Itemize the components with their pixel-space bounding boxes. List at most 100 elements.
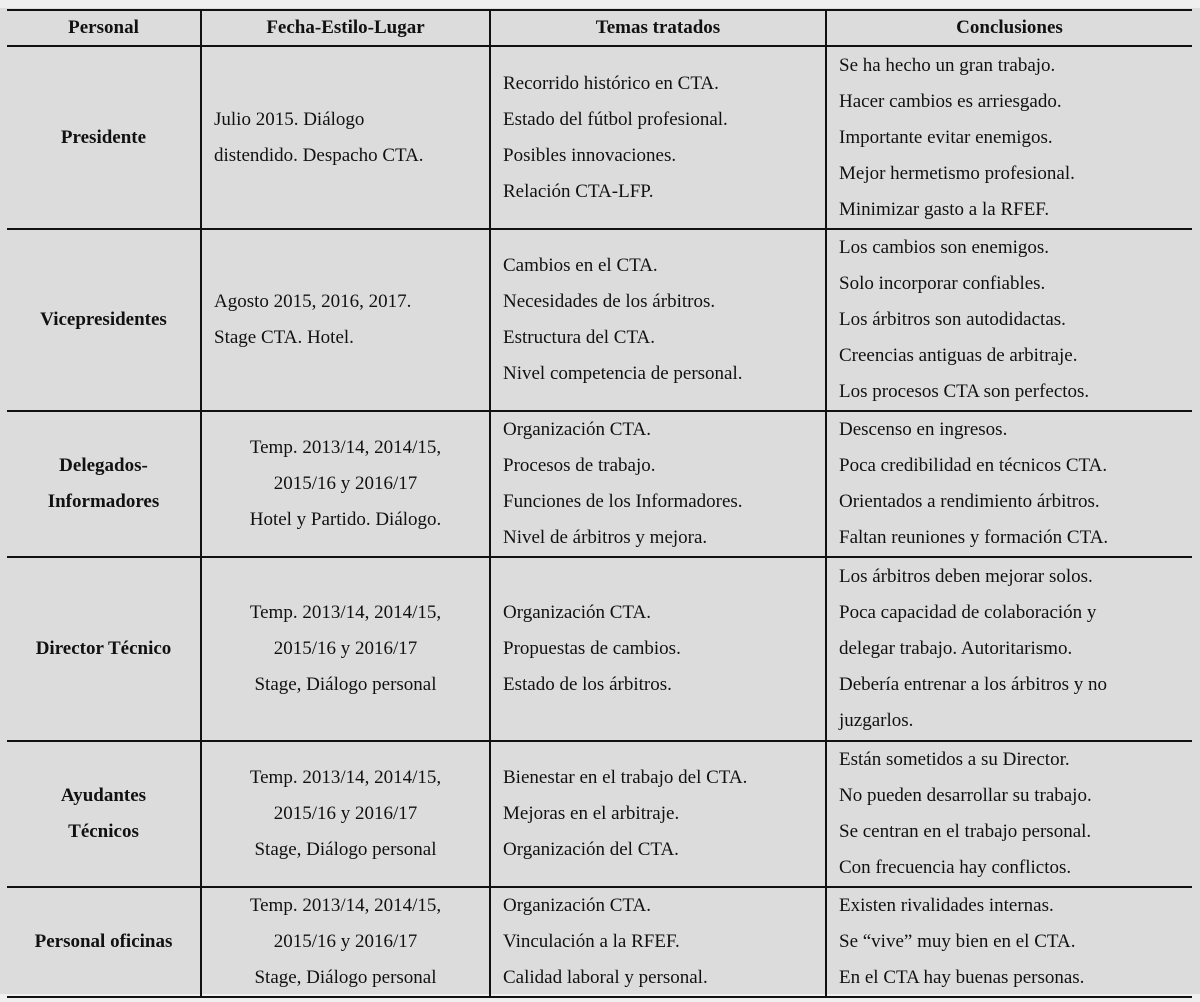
fecha-line: Temp. 2013/14, 2014/15, xyxy=(249,767,442,788)
conclusiones-line: Existen rivalidades internas. xyxy=(839,895,1054,916)
conclusiones-cell: Están sometidos a su Director. No pueden … xyxy=(825,740,1192,888)
temas-line: Organización CTA. xyxy=(503,419,651,440)
temas-line: Organización del CTA. xyxy=(503,839,679,860)
temas-line: Bienestar en el trabajo del CTA. xyxy=(503,767,748,788)
temas-line: Cambios en el CTA. xyxy=(503,255,658,276)
fecha-line: 2015/16 y 2016/17 xyxy=(273,931,418,952)
conclusiones-line: Los procesos CTA son perfectos. xyxy=(839,381,1090,402)
temas-line: Nivel competencia de personal. xyxy=(503,363,743,384)
fecha-line: Temp. 2013/14, 2014/15, xyxy=(249,895,442,916)
table-row: Vicepresidentes Agosto 2015, 2016, 2017. S… xyxy=(7,228,1192,412)
temas-line: Estado del fútbol profesional. xyxy=(503,108,728,130)
fecha-line: Stage, Diálogo personal xyxy=(254,674,437,695)
table-row: Ayudantes Técnicos Temp. 2013/14, 2014/15,… xyxy=(7,740,1192,888)
conclusiones-line: Hacer cambios es arriesgado. xyxy=(839,90,1062,112)
conclusiones-line: Se “vive” muy bien en el CTA. xyxy=(839,931,1076,952)
temas-line: Propuestas de cambios. xyxy=(503,638,681,659)
conclusiones-line: Descenso en ingresos. xyxy=(839,419,1008,440)
temas-cell: Organización CTA. Procesos de trabajo. Fun… xyxy=(489,410,827,558)
conclusiones-line: Mejor hermetismo profesional. xyxy=(839,162,1075,184)
personal-cell: Director Técnico xyxy=(7,556,202,742)
conclusiones-line: delegar trabajo. Autoritarismo. xyxy=(839,638,1073,659)
conclusiones-line: Creencias antiguas de arbitraje. xyxy=(839,345,1078,366)
personal-line: Ayudantes xyxy=(60,785,147,806)
conclusiones-cell: Descenso en ingresos. Poca credibilidad e… xyxy=(825,410,1192,558)
fecha-line: Temp. 2013/14, 2014/15, xyxy=(249,437,442,458)
personal-line: Delegados- xyxy=(59,455,148,476)
temas-line: Organización CTA. xyxy=(503,895,651,916)
personal-cell: Ayudantes Técnicos xyxy=(7,740,202,888)
table-row: Presidente Julio 2015. Diálogo distendido.… xyxy=(7,45,1192,230)
conclusiones-line: No pueden desarrollar su trabajo. xyxy=(839,785,1092,806)
temas-line: Necesidades de los árbitros. xyxy=(503,291,716,312)
temas-cell: Organización CTA. Vinculación a la RFEF. C… xyxy=(489,886,827,998)
personal-cell: Vicepresidentes xyxy=(7,228,202,412)
fecha-line: Stage, Diálogo personal xyxy=(254,839,437,860)
header-row: Personal Fecha-Estilo-Lugar Temas tratad… xyxy=(7,9,1192,47)
fecha-line: Agosto 2015, 2016, 2017. xyxy=(214,291,412,312)
table-row: Delegados- Informadores Temp. 2013/14, 201… xyxy=(7,410,1192,558)
conclusiones-line: Solo incorporar confiables. xyxy=(839,273,1046,294)
document-page: Personal Fecha-Estilo-Lugar Temas tratad… xyxy=(0,8,1200,998)
temas-line: Recorrido histórico en CTA. xyxy=(503,72,719,94)
temas-cell: Cambios en el CTA. Necesidades de los árb… xyxy=(489,228,827,412)
conclusiones-line: Debería entrenar a los árbitros y no xyxy=(839,674,1108,695)
temas-line: Calidad laboral y personal. xyxy=(503,967,708,988)
personal-line: Informadores xyxy=(47,491,160,512)
temas-line: Estructura del CTA. xyxy=(503,327,656,348)
conclusiones-cell: Se ha hecho un gran trabajo. Hacer cambio… xyxy=(825,45,1192,230)
personal-line: Presidente xyxy=(60,126,147,148)
conclusiones-line: juzgarlos. xyxy=(839,710,914,731)
fecha-cell: Temp. 2013/14, 2014/15, 2015/16 y 2016/17… xyxy=(200,740,491,888)
conclusiones-line: Minimizar gasto a la RFEF. xyxy=(839,198,1050,220)
fecha-line: Stage, Diálogo personal xyxy=(254,967,437,988)
fecha-cell: Agosto 2015, 2016, 2017. Stage CTA. Hotel… xyxy=(200,228,491,412)
fecha-cell: Temp. 2013/14, 2014/15, 2015/16 y 2016/17… xyxy=(200,556,491,742)
conclusiones-line: Con frecuencia hay conflictos. xyxy=(839,857,1072,878)
interview-summary-table: Personal Fecha-Estilo-Lugar Temas tratad… xyxy=(7,9,1192,998)
temas-line: Mejoras en el arbitraje. xyxy=(503,803,680,824)
personal-line: Personal oficinas xyxy=(34,931,173,952)
conclusiones-line: Los cambios son enemigos. xyxy=(839,237,1050,258)
personal-line: Director Técnico xyxy=(35,638,172,659)
fecha-line: 2015/16 y 2016/17 xyxy=(273,638,418,659)
fecha-line: Julio 2015. Diálogo xyxy=(214,108,365,130)
table-row: Personal oficinas Temp. 2013/14, 2014/15,… xyxy=(7,886,1192,998)
conclusiones-line: Están sometidos a su Director. xyxy=(839,749,1070,770)
temas-line: Vinculación a la RFEF. xyxy=(503,931,680,952)
conclusiones-line: Se centran en el trabajo personal. xyxy=(839,821,1092,842)
fecha-line: Hotel y Partido. Diálogo. xyxy=(249,509,442,530)
conclusiones-line: Faltan reuniones y formación CTA. xyxy=(839,527,1109,548)
fecha-line: 2015/16 y 2016/17 xyxy=(273,803,418,824)
temas-line: Procesos de trabajo. xyxy=(503,455,656,476)
temas-line: Posibles innovaciones. xyxy=(503,144,677,166)
temas-line: Nivel de árbitros y mejora. xyxy=(503,527,708,548)
table-row: Director Técnico Temp. 2013/14, 2014/15, 2… xyxy=(7,556,1192,742)
fecha-cell: Julio 2015. Diálogo distendido. Despacho … xyxy=(200,45,491,230)
temas-line: Funciones de los Informadores. xyxy=(503,491,743,512)
personal-cell: Personal oficinas xyxy=(7,886,202,998)
header-personal: Personal xyxy=(7,9,202,47)
conclusiones-cell: Existen rivalidades internas. Se “vive” m… xyxy=(825,886,1192,998)
conclusiones-line: Se ha hecho un gran trabajo. xyxy=(839,54,1056,76)
personal-cell: Delegados- Informadores xyxy=(7,410,202,558)
fecha-cell: Temp. 2013/14, 2014/15, 2015/16 y 2016/17… xyxy=(200,886,491,998)
temas-cell: Organización CTA. Propuestas de cambios. E… xyxy=(489,556,827,742)
fecha-line: Stage CTA. Hotel. xyxy=(214,327,354,348)
conclusiones-line: En el CTA hay buenas personas. xyxy=(839,967,1085,988)
personal-line: Técnicos xyxy=(68,821,139,842)
fecha-line: distendido. Despacho CTA. xyxy=(214,144,424,166)
fecha-line: Temp. 2013/14, 2014/15, xyxy=(249,602,442,623)
conclusiones-cell: Los cambios son enemigos. Solo incorporar… xyxy=(825,228,1192,412)
temas-cell: Bienestar en el trabajo del CTA. Mejoras … xyxy=(489,740,827,888)
conclusiones-line: Importante evitar enemigos. xyxy=(839,126,1053,148)
header-conclusiones: Conclusiones xyxy=(825,9,1192,47)
header-temas-tratados: Temas tratados xyxy=(489,9,827,47)
conclusiones-cell: Los árbitros deben mejorar solos. Poca ca… xyxy=(825,556,1192,742)
conclusiones-line: Poca capacidad de colaboración y xyxy=(839,602,1097,623)
personal-cell: Presidente xyxy=(7,45,202,230)
header-fecha-estilo-lugar: Fecha-Estilo-Lugar xyxy=(200,9,491,47)
conclusiones-line: Los árbitros deben mejorar solos. xyxy=(839,566,1093,587)
fecha-line: 2015/16 y 2016/17 xyxy=(273,473,418,494)
temas-line: Estado de los árbitros. xyxy=(503,674,672,695)
